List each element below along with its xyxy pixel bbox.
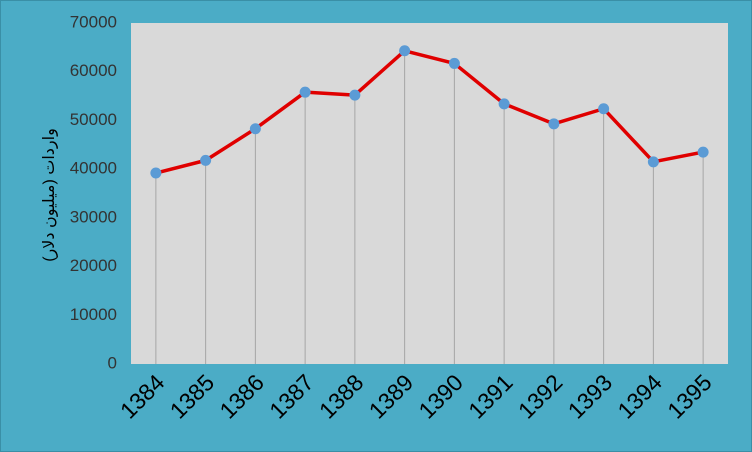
data-point bbox=[150, 167, 162, 179]
x-tick-label: 1390 bbox=[413, 369, 468, 424]
data-point bbox=[598, 103, 610, 115]
x-tick-label: 1386 bbox=[214, 369, 269, 424]
data-point bbox=[249, 123, 261, 135]
x-tick-label: 1387 bbox=[264, 369, 319, 424]
y-tick-label: 40000 bbox=[70, 159, 117, 178]
x-tick-label: 1393 bbox=[563, 369, 618, 424]
y-tick-label: 30000 bbox=[70, 207, 117, 226]
y-tick-label: 10000 bbox=[70, 305, 117, 324]
data-point bbox=[548, 118, 560, 130]
y-tick-label: 60000 bbox=[70, 61, 117, 80]
y-tick-label: 0 bbox=[108, 353, 117, 372]
plot-area bbox=[131, 23, 728, 364]
y-axis-label: واردات (میلیون دلار) bbox=[41, 128, 59, 262]
x-tick-label: 1392 bbox=[513, 369, 568, 424]
x-tick-label: 1384 bbox=[115, 369, 170, 424]
data-point bbox=[498, 98, 510, 110]
y-tick-label: 20000 bbox=[70, 256, 117, 275]
y-tick-label: 70000 bbox=[70, 12, 117, 31]
y-tick-label: 50000 bbox=[70, 110, 117, 129]
data-point bbox=[349, 89, 361, 101]
x-tick-label: 1388 bbox=[314, 369, 369, 424]
data-point bbox=[200, 154, 212, 166]
x-tick-label: 1391 bbox=[463, 369, 518, 424]
data-point bbox=[299, 86, 311, 98]
x-tick-label: 1389 bbox=[364, 369, 419, 424]
x-tick-label: 1394 bbox=[612, 369, 667, 424]
data-point bbox=[647, 156, 659, 168]
data-point bbox=[448, 57, 460, 69]
data-point bbox=[697, 146, 709, 158]
data-point bbox=[399, 45, 411, 57]
x-tick-label: 1385 bbox=[165, 369, 220, 424]
series-line bbox=[155, 49, 704, 175]
x-tick-label: 1395 bbox=[662, 369, 717, 424]
